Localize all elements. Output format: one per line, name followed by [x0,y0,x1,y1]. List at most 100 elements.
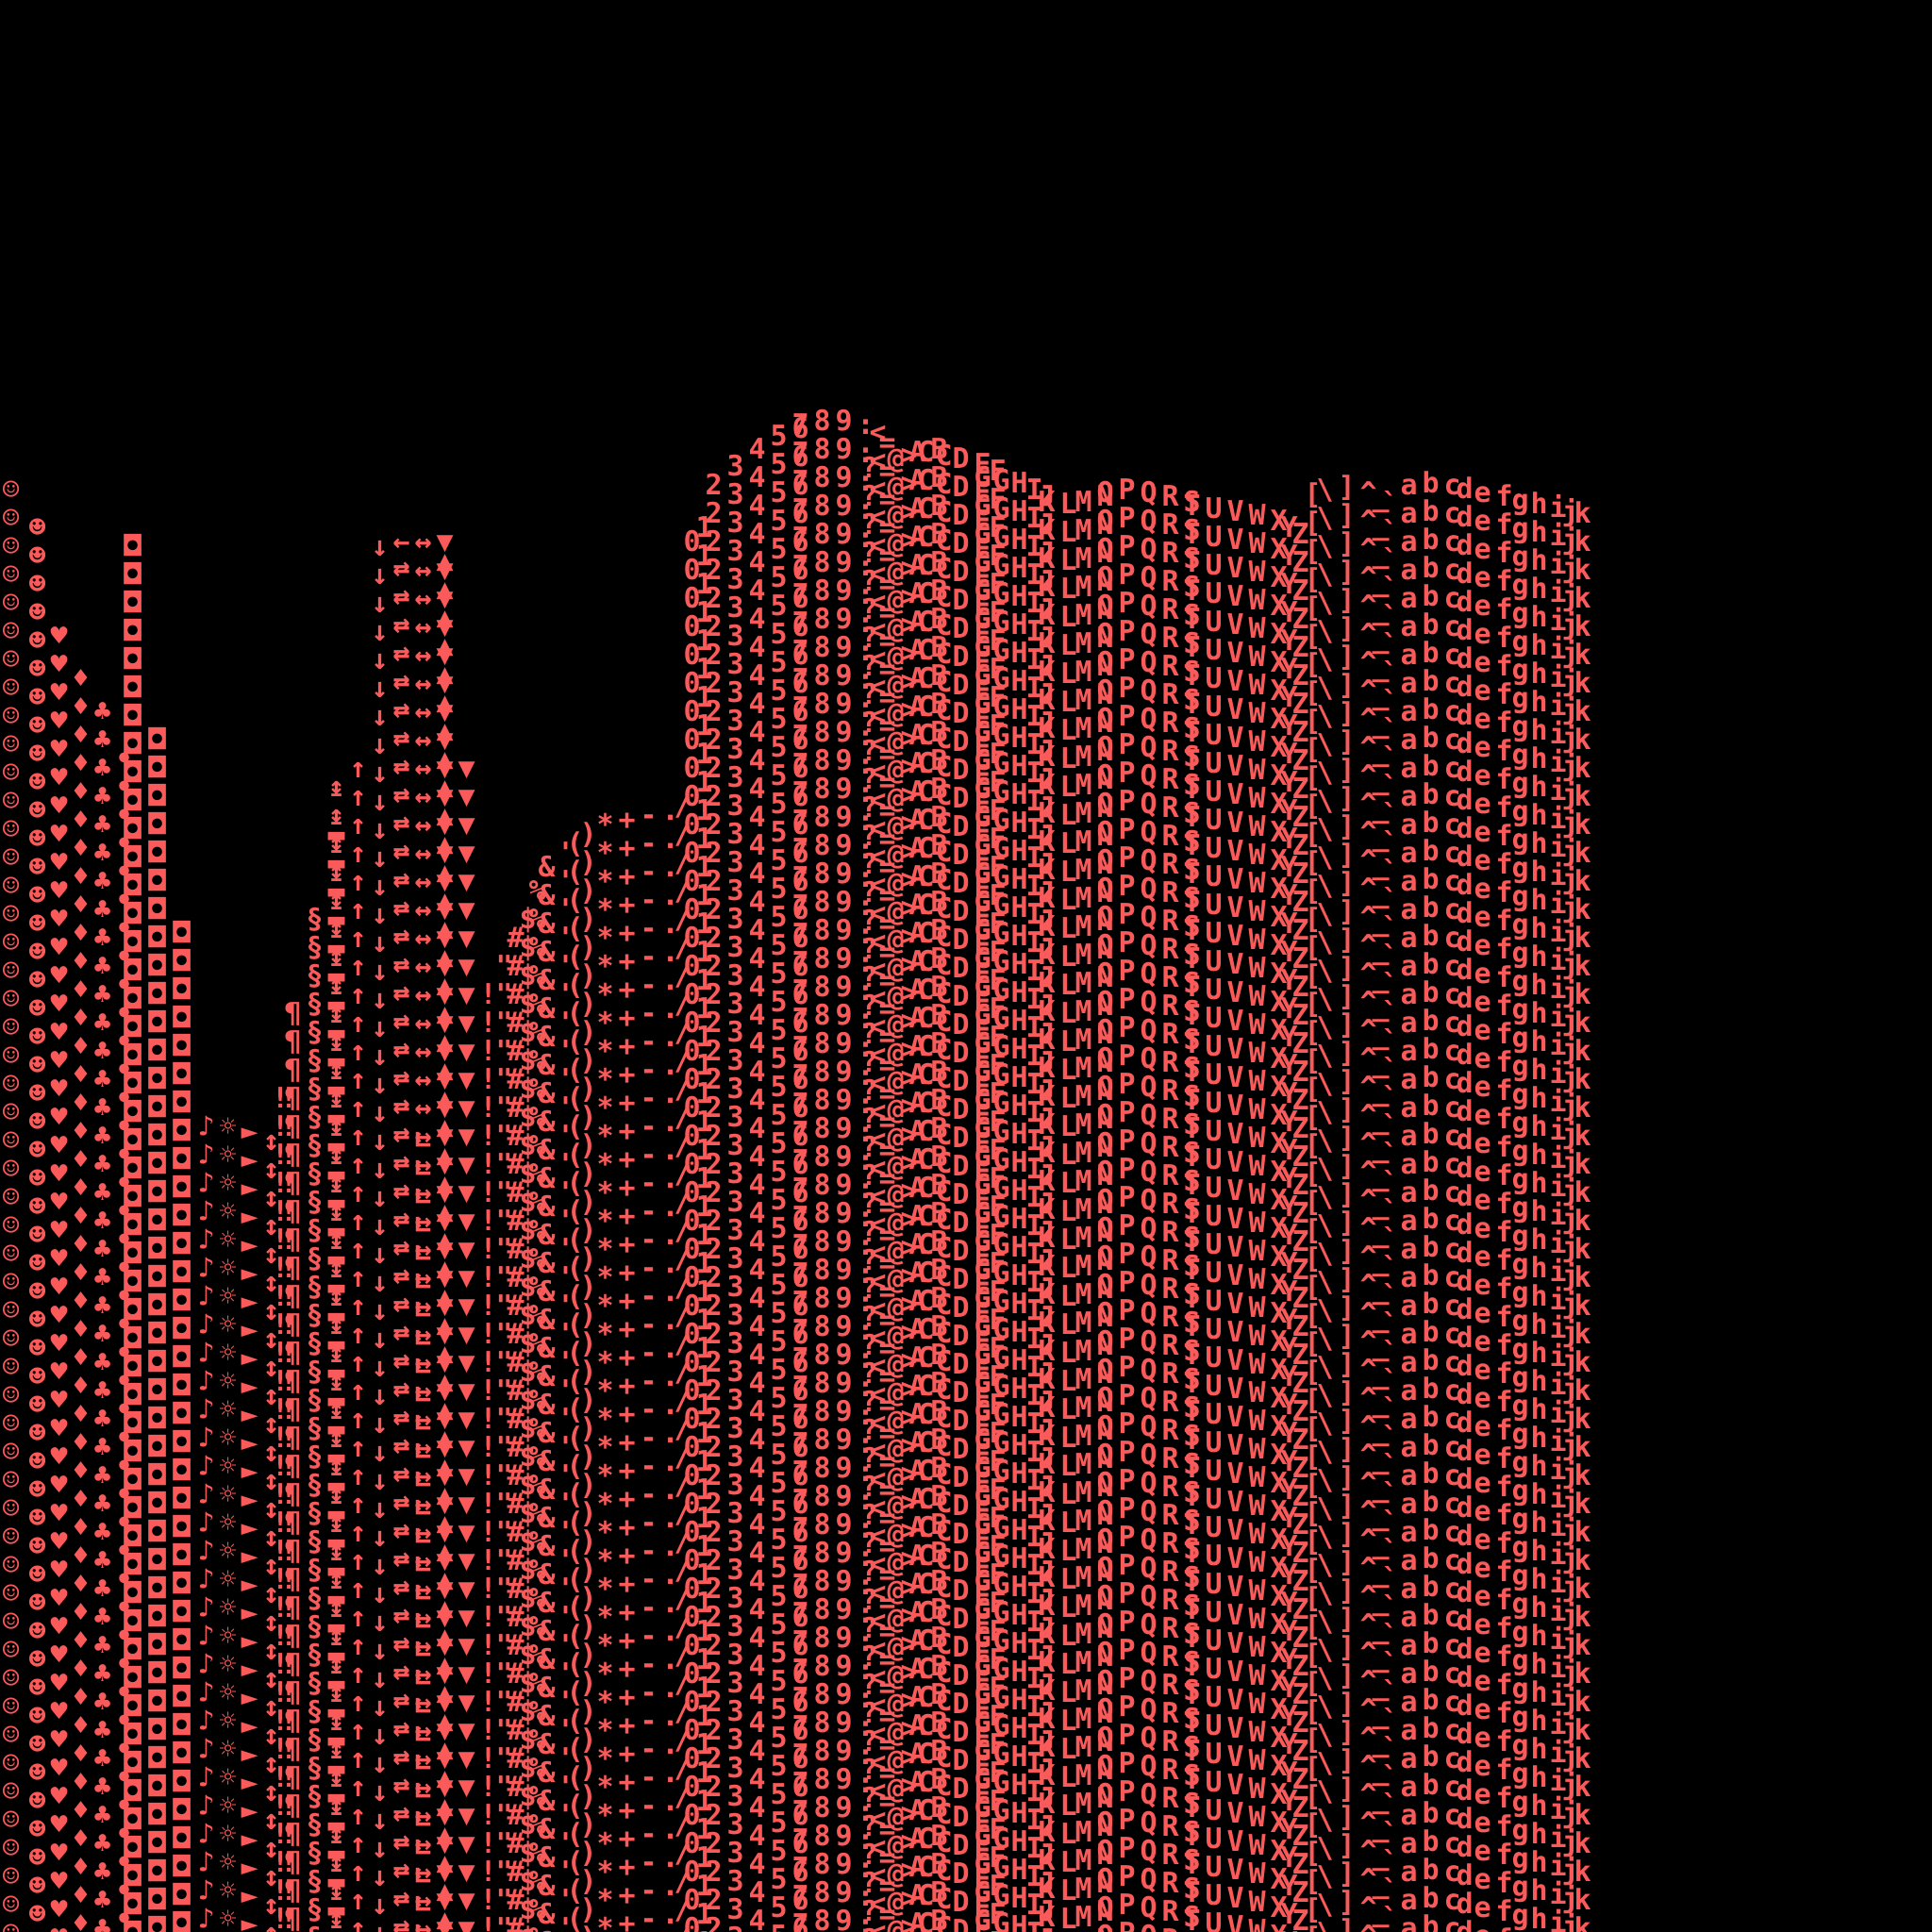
glyph-column-up-triangle: ▲ ▲ ▲ ▲ ▲ ▲ ▲ ▲ ▲ ▲ ▲ ▲ ▲ ▲ ▲ ▲ ▲ ▲ ▲ ▲ … [436,547,454,1932]
glyph-column-plus: + + + + + + + + + + + + + + + + + + + + … [618,807,636,1932]
glyph-column-letter-R: R R R R R R R R R R R R R R R R R R R R … [1161,483,1179,1932]
glyph-column-letter-i: i i i i i i i i i i i i i i i i i i i i … [1549,494,1567,1932]
glyph-column-asterisk: * * * * * * * * * * * * * * * * * * * * … [596,811,614,1932]
glyph-column-club-suit: ♣ ♣ ♣ ♣ ♣ ♣ ♣ ♣ ♣ ♣ ♣ ♣ ♣ ♣ ♣ ♣ ♣ ♣ ♣ ♣ … [93,698,111,1932]
glyph-column-right-pointer: ► ► ► ► ► ► ► ► ► ► ► ► ► ► ► ► ► ► ► ► … [241,1118,258,1932]
glyph-column-right-angle: ∟ ∟ ∟ ∟ ∟ ∟ ∟ ∟ ∟ ∟ ∟ ∟ ∟ ∟ ∟ ∟ ∟ ∟ ∟ ∟ … [414,1127,432,1932]
glyph-column-paren-close: ) ) ) ) ) ) ) ) ) ) ) ) ) ) ) ) ) ) ) ) … [579,821,597,1932]
glyph-column-letter-C: C C C C C C C C C C C C C C C C C C C C … [917,439,935,1932]
glyph-column-letter-G: G G G G G G G G G G G G G G G G G G G G … [974,464,991,1932]
glyph-column-down-triangle: ▼ ▼ ▼ ▼ ▼ ▼ ▼ ▼ ▼ ▼ ▼ ▼ ▼ ▼ ▼ ▼ ▼ ▼ ▼ ▼ … [458,755,475,1932]
glyph-column-inverse-bullet: ◘ ◘ ◘ ◘ ◘ ◘ ◘ ◘ ◘ ◘ ◘ ◘ ◘ ◘ ◘ ◘ ◘ ◘ ◘ ◘ … [173,920,191,1932]
glyph-column-inverse-bullet: ◘ ◘ ◘ ◘ ◘ ◘ ◘ ◘ ◘ ◘ ◘ ◘ ◘ ◘ ◘ ◘ ◘ ◘ ◘ ◘ … [148,726,166,1932]
glyph-column-backtick: ` ` ` ` ` ` ` ` ` ` ` ` ` ` ` ` ` ` ` ` … [1381,491,1399,1932]
glyph-column-up-down-arrow: ↕ ↕ ↕ ↕ ↕ ↕ ↕ ↕ ↕ ↕ ↕ ↕ ↕ ↕ ↕ ↕ ↕ ↕ ↕ ↕ … [262,1127,280,1932]
glyph-column-letter-T: T T T T T T T T T T T T T T T T T T T T … [1183,492,1201,1932]
glyph-column-apostrophe: ' ' ' ' ' ' ' ' ' ' ' ' ' ' ' ' ' ' ' ' … [557,840,575,1932]
glyph-column-letter-E: E E E E E E E E E E E E E E E E E E E E … [974,451,991,1932]
glyph-column-pilcrow: ¶ ¶ ¶ ¶ ¶ ¶ ¶ ¶ ¶ ¶ ¶ ¶ ¶ ¶ ¶ ¶ ¶ ¶ ¶ ¶ … [284,1000,302,1932]
glyph-column-digit-7: 7 7 7 7 7 7 7 7 7 7 7 7 7 7 7 7 7 7 7 7 … [791,411,809,1932]
glyph-column-digit-8: 8 8 8 8 8 8 8 8 8 8 8 8 8 8 8 8 8 8 8 8 … [813,408,831,1932]
glyph-column-letter-d: d d d d d d d d d d d d d d d d d d d d … [1456,475,1474,1932]
glyph-column-letter-B: B B B B B B B B B B B B B B B B B B B B … [930,436,948,1932]
glyph-column-hash: # # # # # # # # # # # # # # # # # # # # … [507,924,525,1932]
glyph-column-at-sign: @ @ @ @ @ @ @ @ @ @ @ @ @ @ @ @ @ @ @ @ … [887,445,905,1932]
glyph-column-period: . . . . . . . . . . . . . . . . . . . . … [661,797,679,1932]
glyph-column-letter-g: g g g g g g g g g g g g g g g g g g g g … [1511,487,1529,1932]
glyph-column-up-down-arrow-base: ↨ ↨ ↨ ↨ ↨ ↨ ↨ ↨ ↨ ↨ ↨ ↨ ↨ ↨ ↨ ↨ ↨ ↨ ↨ ↨ … [327,774,345,1932]
glyph-column-letter-A: A A A A A A A A A A A A A A A A A A A A … [908,439,926,1932]
glyph-column-bullet: • • • • • • • • • • • • • • • • • • • • … [115,745,133,1932]
glyph-column-percent: % % % % % % % % % % % % % % % % % % % % … [528,877,546,1932]
glyph-column-bracket-close: ] ] ] ] ] ] ] ] ] ] ] ] ] ] ] ] ] ] ] ] … [1338,474,1356,1932]
glyph-column-underscore: _ _ _ _ _ _ _ _ _ _ _ _ _ _ _ _ _ _ _ _ … [1372,483,1390,1932]
glyph-column-digit-3: 3 3 3 3 3 3 3 3 3 3 3 3 3 3 3 3 3 3 3 3 … [726,453,744,1932]
glyph-column-letter-U: U U U U U U U U U U U U U U U U U U U U … [1205,495,1223,1932]
glyph-column-digit-4: 4 4 4 4 4 4 4 4 4 4 4 4 4 4 4 4 4 4 4 4 … [748,436,766,1932]
glyph-column-dollar: $ $ $ $ $ $ $ $ $ $ $ $ $ $ $ $ $ $ $ $ … [519,906,537,1932]
glyph-column-letter-J: J J J J J J J J J J J J J J J J J J J J … [1038,483,1056,1932]
glyph-column-paren-open: ( ( ( ( ( ( ( ( ( ( ( ( ( ( ( ( ( ( ( ( … [566,830,584,1932]
glyph-column-letter-O: O O O O O O O O O O O O O O O O O O O O … [1096,479,1114,1932]
glyph-column-colon: : : : : : : : : : : : : : : : : : : : : … [857,411,874,1932]
glyph-column-letter-h: h h h h h h h h h h h h h h h h h h h h … [1530,491,1548,1932]
glyph-column-down-arrow: ↓ ↓ ↓ ↓ ↓ ↓ ↓ ↓ ↓ ↓ ↓ ↓ ↓ ↓ ↓ ↓ ↓ ↓ ↓ ↓ … [371,533,389,1932]
glyph-column-equals: = = = = = = = = = = = = = = = = = = = = … [878,429,896,1932]
glyph-column-diamond-suit: ♦ ♦ ♦ ♦ ♦ ♦ ♦ ♦ ♦ ♦ ♦ ♦ ♦ ♦ ♦ ♦ ♦ ♦ ♦ ♦ … [72,665,90,1932]
glyph-column-letter-K: K K K K K K K K K K K K K K K K K K K K … [1038,489,1056,1932]
glyph-column-digit-1: 1 1 1 1 1 1 1 1 1 1 1 1 1 1 1 1 1 1 1 1 … [695,514,713,1932]
glyph-column-backslash: \ \ \ \ \ \ \ \ \ \ \ \ \ \ \ \ \ \ \ \ … [1316,476,1334,1932]
glyph-column-inverse-bullet: ◘ ◘ ◘ ◘ ◘ ◘ ◘ ◘ ◘ ◘ ◘ ◘ ◘ ◘ ◘ ◘ ◘ ◘ ◘ ◘ … [124,533,142,1932]
glyph-column-eighth-note: ♪ ♪ ♪ ♪ ♪ ♪ ♪ ♪ ♪ ♪ ♪ ♪ ♪ ♪ ♪ ♪ ♪ ♪ ♪ ♪ … [197,1113,215,1932]
glyph-column-black-rectangle: ▬ ▬ ▬ ▬ ▬ ▬ ▬ ▬ ▬ ▬ ▬ ▬ ▬ ▬ ▬ ▬ ▬ ▬ ▬ ▬ … [327,821,345,1932]
glyph-column-letter-F: F F F F F F F F F F F F F F F F F F F F … [989,458,1007,1932]
glyph-column-letter-M: M M M M M M M M M M M M M M M M M M M M … [1074,489,1092,1932]
glyph-column-sun-symbol: ☼ ☼ ☼ ☼ ☼ ☼ ☼ ☼ ☼ ☼ ☼ ☼ ☼ ☼ ☼ ☼ ☼ ☼ ☼ ☼ … [219,1113,237,1932]
glyph-column-question-mark: ? ? ? ? ? ? ? ? ? ? ? ? ? ? ? ? ? ? ? ? … [860,455,878,1932]
glyph-column-letter-Y: Y Y Y Y Y Y Y Y Y Y Y Y Y Y Y Y Y Y Y Y … [1280,514,1298,1932]
glyph-column-letter-S: S S S S S S S S S S S S S S S S S S S S … [1183,489,1201,1932]
glyph-column-slash: / / / / / / / / / / / / / / / / / / / / … [674,792,691,1932]
glyph-column-left-right-arrow: ↔ ↔ ↔ ↔ ↔ ↔ ↔ ↔ ↔ ↔ ↔ ↔ ↔ ↔ ↔ ↔ ↔ ↔ ↔ ↔ … [414,528,432,1932]
glyph-column-letter-V: V V V V V V V V V V V V V V V V V V V V … [1226,498,1244,1932]
glyph-column-letter-W: W W W W W W W W W W W W W W W W W W W W … [1248,502,1266,1932]
glyph-column-less-than: < < < < < < < < < < < < < < < < < < < < … [869,419,887,1932]
glyph-column-quote: " " " " " " " " " " " " " " " " " " " " … [495,953,513,1932]
glyph-column-letter-G: G G G G G G G G G G G G G G G G G G G G … [992,467,1010,1932]
glyph-column-up-arrow: ↑ ↑ ↑ ↑ ↑ ↑ ↑ ↑ ↑ ↑ ↑ ↑ ↑ ↑ ↑ ↑ ↑ ↑ ↑ ↑ … [349,755,367,1932]
glyph-column-bracket-open: [ [ [ [ [ [ [ [ [ [ [ [ [ [ [ [ [ [ [ [ … [1304,481,1322,1932]
glyph-column-digit-6: 6 6 6 6 6 6 6 6 6 6 6 6 6 6 6 6 6 6 6 6 … [791,415,809,1932]
glyph-column-digit-0: 0 0 0 0 0 0 0 0 0 0 0 0 0 0 0 0 0 0 0 0 … [683,528,701,1932]
glyph-column-greater-than: > > > > > > > > > > > > > > > > > > > > … [900,441,918,1932]
glyph-column-letter-N: N N N N N N N N N N N N N N N N N N N N … [1096,483,1114,1932]
glyph-column-left-arrow: ← ← ← ← ← ← ← ← ← ← ← ← ← ← ← ← ← ← ← ← … [392,528,410,1932]
glyph-column-letter-e: e e e e e e e e e e e e e e e e e e e e … [1474,479,1491,1932]
glyph-column-right-arrow: → → → → → → → → → → → → → → → → → → → → … [392,552,410,1932]
glyph-column-digit-5: 5 5 5 5 5 5 5 5 5 5 5 5 5 5 5 5 5 5 5 5 … [770,423,788,1932]
glyph-column-letter-D: D D D D D D D D D D D D D D D D D D D D … [952,445,970,1932]
glyph-column-letter-a: a a a a a a a a a a a a a a a a a a a a … [1400,472,1418,1932]
glyph-column-exclamation: ! ! ! ! ! ! ! ! ! ! ! ! ! ! ! ! ! ! ! ! … [479,981,497,1932]
glyph-column-letter-C: C C C C C C C C C C C C C C C C C C C C … [935,442,953,1932]
glyph-column-smiling-face-filled: ☻ ☻ ☻ ☻ ☻ ☻ ☻ ☻ ☻ ☻ ☻ ☻ ☻ ☻ ☻ ☻ ☻ ☻ ☻ ☻ … [28,514,46,1932]
glyph-column-letter-X: X X X X X X X X X X X X X X X X X X X X … [1270,508,1288,1932]
glyph-column-down-triangle: ▼ ▼ ▼ ▼ ▼ ▼ ▼ ▼ ▼ ▼ ▼ ▼ ▼ ▼ ▼ ▼ ▼ ▼ ▼ ▼ … [436,528,454,1932]
glyph-column-letter-H: H H H H H H H H H H H H H H H H H H H H … [1010,470,1028,1932]
glyph-column-heart-suit: ♥ ♥ ♥ ♥ ♥ ♥ ♥ ♥ ♥ ♥ ♥ ♥ ♥ ♥ ♥ ♥ ♥ ♥ ♥ ♥ … [50,623,68,1932]
glyph-column-letter-k: k k k k k k k k k k k k k k k k k k k k … [1574,500,1591,1932]
glyph-column-caret: ^ ^ ^ ^ ^ ^ ^ ^ ^ ^ ^ ^ ^ ^ ^ ^ ^ ^ ^ ^ … [1359,479,1377,1932]
glyph-column-letter-P: P P P P P P P P P P P P P P P P P P P P … [1118,476,1136,1932]
glyph-column-section-sign: § § § § § § § § § § § § § § § § § § § § … [306,906,324,1932]
glyph-column-letter-f: f f f f f f f f f f f f f f f f f f f f … [1495,483,1513,1932]
glyph-column-ampersand: & & & & & & & & & & & & & & & & & & & & … [538,854,556,1932]
glyph-column-letter-Q: Q Q Q Q Q Q Q Q Q Q Q Q Q Q Q Q Q Q Q Q … [1140,479,1158,1932]
glyph-column-smiling-face-outline: ☺ ☺ ☺ ☺ ☺ ☺ ☺ ☺ ☺ ☺ ☺ ☺ ☺ ☺ ☺ ☺ ☺ ☺ ☺ ☺ … [2,476,20,1932]
glyph-column-letter-j: j j j j j j j j j j j j j j j j j j j j … [1561,498,1579,1932]
glyph-column-letter-L: L L L L L L L L L L L L L L L L L L L L … [1059,491,1077,1932]
glyph-column-hyphen: - - - - - - - - - - - - - - - - - - - - … [640,802,658,1932]
glyph-column-letter-c: c c c c c c c c c c c c c c c c c c c c … [1443,472,1461,1932]
glyph-column-letter-I: I I I I I I I I I I I I I I I I I I I I … [1025,476,1043,1932]
glyph-column-digit-9: 9 9 9 9 9 9 9 9 9 9 9 9 9 9 9 9 9 9 9 9 … [835,408,853,1932]
glyph-column-letter-Z: Z Z Z Z Z Z Z Z Z Z Z Z Z Z Z Z Z Z Z Z … [1291,521,1309,1932]
